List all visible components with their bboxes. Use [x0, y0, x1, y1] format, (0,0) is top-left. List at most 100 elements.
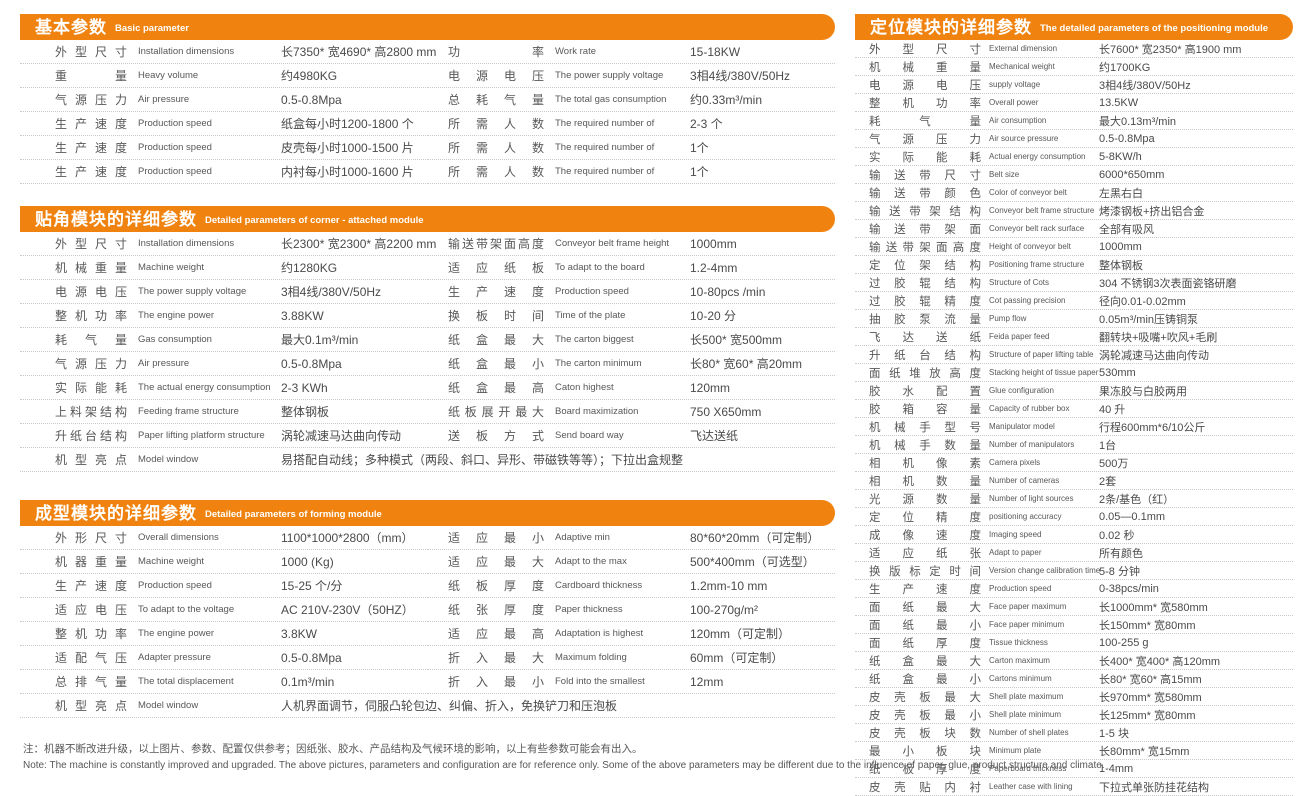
spec-row: 总排气量 The total displacement 0.1m³/min	[20, 670, 428, 694]
spec-label-en: The required number of	[555, 166, 655, 177]
spec-label-zh: 气源压力	[55, 357, 127, 371]
spec-label-en: Overall power	[989, 98, 1039, 107]
basic-parameter-header-banner: 基本参数 Basic parameter	[20, 14, 835, 40]
spec-label-zh: 过胶辊精度	[869, 295, 981, 308]
spec-value: 约4980KG	[281, 69, 338, 83]
spec-label-en: Maximum folding	[555, 652, 627, 663]
spec-value: 径向0.01-0.02mm	[1099, 295, 1186, 308]
spec-label-en: The carton minimum	[555, 358, 642, 369]
left-column: 基本参数 Basic parameter 外型尺寸 Installation d…	[20, 14, 835, 718]
spec-label-zh: 整机功率	[869, 97, 981, 110]
spec-label-zh: 功率	[448, 45, 544, 59]
spec-label-en: The required number of	[555, 142, 655, 153]
spec-value: 0.5-0.8Mpa	[281, 92, 342, 107]
spec-value: 2套	[1099, 475, 1117, 488]
spec-label-en: Time of the plate	[555, 310, 626, 321]
spec-label-zh: 纸盒最高	[448, 381, 544, 395]
table-basic-parameter: 基本参数 Basic parameter 外型尺寸 Installation d…	[20, 14, 835, 184]
spec-row: 胶水配置 Glue configuration 果冻胶与白胶两用	[855, 382, 1293, 400]
spec-row: 整机功率 The engine power 3.88KW	[20, 304, 428, 328]
spec-row: 相机像素 Camera pixels 500万	[855, 454, 1293, 472]
spec-label-en: Production speed	[138, 118, 212, 129]
spec-label-en: Face paper maximum	[989, 602, 1067, 611]
spec-row: 实际能耗 The actual energy consumption 2-3 K…	[20, 376, 428, 400]
table-positioning-module: 定位模块的详细参数 The detailed parameters of the…	[855, 14, 1293, 796]
spec-value: 全部有吸风	[1099, 223, 1154, 236]
spec-row: 输送带颜色 Color of conveyor belt 左黑右白	[855, 184, 1293, 202]
spec-label-zh: 生产速度	[55, 141, 127, 155]
spec-label-en: The carton biggest	[555, 334, 634, 345]
spec-row: 面纸堆放高度 Stacking height of tissue paper 5…	[855, 364, 1293, 382]
spec-label-zh: 面纸堆放高度	[869, 367, 981, 380]
spec-row: 电源电压 The power supply voltage 3相4线/380V/…	[20, 280, 428, 304]
spec-value: 所有颜色	[1099, 547, 1143, 560]
spec-label-zh: 纸板展开最大	[448, 405, 544, 419]
spec-value: 80*60*20mm（可定制）	[690, 531, 820, 545]
spec-label-zh: 皮壳板最大	[869, 691, 981, 704]
spec-row: 上料架结构 Feeding frame structure 整体钢板	[20, 400, 428, 424]
spec-label-en: Conveyor belt rack surface	[989, 224, 1085, 233]
spec-row: 外型尺寸 Installation dimensions 长2300* 宽230…	[20, 232, 436, 256]
spec-value: 整体钢板	[1099, 259, 1143, 272]
spec-value: 1.2-4mm	[690, 260, 738, 275]
spec-row: 升纸台结构 Structure of paper lifting table 涡…	[855, 346, 1293, 364]
spec-label-en: Actual energy consumption	[989, 152, 1086, 161]
spec-label-zh: 抽胶泵流量	[869, 313, 981, 326]
spec-row: 最小板块 Minimum plate 长80mm* 宽15mm	[855, 742, 1293, 760]
spec-value: 6000*650mm	[1099, 168, 1165, 181]
spec-value: 皮壳每小时1000-1500 片	[281, 141, 414, 155]
spec-value: 1000mm	[690, 236, 737, 251]
spec-label-zh: 皮壳板块数	[869, 727, 981, 740]
spec-row: 耗气量 Air consumption 最大0.13m³/min	[855, 112, 1293, 130]
spec-label-en: The total gas consumption	[555, 94, 667, 105]
spec-label-en: Height of conveyor belt	[989, 242, 1071, 251]
spec-label-zh: 生产速度	[55, 165, 127, 179]
spec-row: 输送带架结构 Conveyor belt frame structure 烤漆钢…	[855, 202, 1293, 220]
spec-value: 0.5-0.8Mpa	[1099, 132, 1155, 145]
spec-label-en: Glue configuration	[989, 386, 1054, 395]
spec-label-zh: 输送带架结构	[869, 205, 981, 218]
spec-label-zh: 适应纸板	[448, 261, 544, 275]
spec-label-zh: 生产速度	[869, 583, 981, 596]
spec-row: 适应最小 Adaptive min 80*60*20mm（可定制）	[428, 526, 835, 550]
spec-value: 1-5 块	[1099, 727, 1129, 740]
spec-row: 升纸台结构 Paper lifting platform structure 涡…	[20, 424, 428, 448]
spec-label-en: Air pressure	[138, 94, 190, 105]
spec-label-zh: 上料架结构	[55, 405, 127, 419]
spec-label-zh: 总排气量	[55, 675, 127, 689]
spec-label-zh: 相机数量	[869, 475, 981, 488]
spec-label-en: Heavy volume	[138, 70, 199, 81]
spec-value: 涡轮减速马达曲向传动	[281, 429, 402, 443]
spec-row: 皮壳板最大 Shell plate maximum 长970mm* 宽580mm	[855, 688, 1293, 706]
spec-value: 5-8 分钟	[1099, 565, 1140, 578]
corner-rows-right: 输送带架面高度 Conveyor belt frame height 1000m…	[428, 232, 835, 448]
spec-value: 60mm（可定制）	[690, 651, 784, 665]
spec-value: 1个	[690, 141, 709, 155]
spec-label-en: Production speed	[138, 166, 212, 177]
spec-label-en: Production speed	[989, 584, 1052, 593]
spec-value: 1000 (Kg)	[281, 554, 334, 569]
spec-value: 长7600* 宽2350* 高1900 mm	[1099, 43, 1242, 56]
spec-label-en: The engine power	[138, 628, 215, 639]
spec-label-en: positioning accuracy	[989, 512, 1062, 521]
spec-label-zh: 机器重量	[55, 555, 127, 569]
spec-label-zh: 适配气压	[55, 651, 127, 665]
spec-row: 机械重量 Machine weight 约1280KG	[20, 256, 428, 280]
spec-label-en: Machine weight	[138, 262, 205, 273]
spec-row: 皮壳板最小 Shell plate minimum 长125mm* 宽80mm	[855, 706, 1293, 724]
spec-value: 左黑右白	[1099, 187, 1143, 200]
spec-value: 整体钢板	[281, 405, 330, 419]
spec-label-zh: 飞达送纸	[869, 331, 981, 344]
spec-row: 重量 Heavy volume 约4980KG	[20, 64, 428, 88]
spec-value: 10-80pcs /min	[690, 284, 766, 299]
spec-value: 长970mm* 宽580mm	[1099, 691, 1202, 704]
spec-row: 送板方式 Send board way 飞达送纸	[428, 424, 835, 448]
spec-value: 3.8KW	[281, 626, 318, 641]
spec-value: 纸盒每小时1200-1800 个	[281, 117, 414, 131]
spec-row: 定位精度 positioning accuracy 0.05—0.1mm	[855, 508, 1293, 526]
spec-value: 约0.33m³/min	[690, 93, 763, 107]
spec-value: 果冻胶与白胶两用	[1099, 385, 1187, 398]
corner-rows-full: 机型亮点 Model window 易搭配自动线；多种模式（两段、斜口、异形、带…	[20, 448, 835, 472]
spec-label-zh: 定位精度	[869, 511, 981, 524]
forming-module-header-banner: 成型模块的详细参数 Detailed parameters of forming…	[20, 500, 835, 526]
